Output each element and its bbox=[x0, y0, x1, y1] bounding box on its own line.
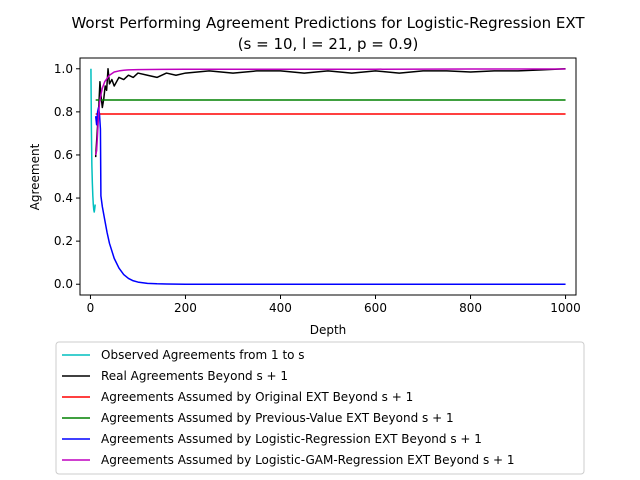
series-line-2 bbox=[94, 68, 566, 158]
x-tick-label: 200 bbox=[174, 301, 197, 315]
legend-label-3: Agreements Assumed by Original EXT Beyon… bbox=[101, 390, 413, 404]
x-tick-label: 600 bbox=[364, 301, 387, 315]
legend-entries: Observed Agreements from 1 to s Real Agre… bbox=[62, 348, 515, 467]
y-tick-label: 0.0 bbox=[54, 277, 73, 291]
legend-label-6: Agreements Assumed by Logistic-GAM-Regre… bbox=[101, 453, 515, 467]
series-line-1 bbox=[90, 68, 96, 213]
legend: Observed Agreements from 1 to s Real Agre… bbox=[55, 341, 585, 475]
y-tick-label: 0.6 bbox=[54, 148, 73, 162]
x-tick-label: 0 bbox=[87, 301, 95, 315]
x-tick-label: 400 bbox=[269, 301, 292, 315]
chart-subtitle: (s = 10, l = 21, p = 0.9) bbox=[238, 35, 419, 53]
x-axis-label: Depth bbox=[310, 323, 347, 337]
plot-frame bbox=[79, 57, 577, 296]
legend-label-1: Observed Agreements from 1 to s bbox=[101, 348, 305, 362]
y-axis-label: Agreement bbox=[28, 143, 42, 210]
legend-frame bbox=[55, 341, 585, 475]
y-tick-label: 0.2 bbox=[54, 234, 73, 248]
y-tick-label: 0.8 bbox=[54, 105, 73, 119]
x-tick-label: 800 bbox=[459, 301, 482, 315]
legend-label-5: Agreements Assumed by Logistic-Regressio… bbox=[101, 432, 482, 446]
y-tick-label: 0.4 bbox=[54, 191, 73, 205]
chart-title: Worst Performing Agreement Predictions f… bbox=[71, 14, 585, 32]
legend-label-4: Agreements Assumed by Previous-Value EXT… bbox=[101, 411, 454, 425]
x-axis-ticks: 0 200 400 600 800 1000 bbox=[87, 295, 581, 315]
y-axis-ticks: 0.0 0.2 0.4 0.6 0.8 1.0 bbox=[54, 62, 80, 291]
legend-label-2: Real Agreements Beyond s + 1 bbox=[101, 369, 288, 383]
series-layer bbox=[90, 68, 566, 285]
y-tick-label: 1.0 bbox=[54, 62, 73, 76]
series-line-6 bbox=[94, 68, 566, 156]
plot-area bbox=[80, 58, 576, 295]
x-tick-label: 1000 bbox=[550, 301, 581, 315]
